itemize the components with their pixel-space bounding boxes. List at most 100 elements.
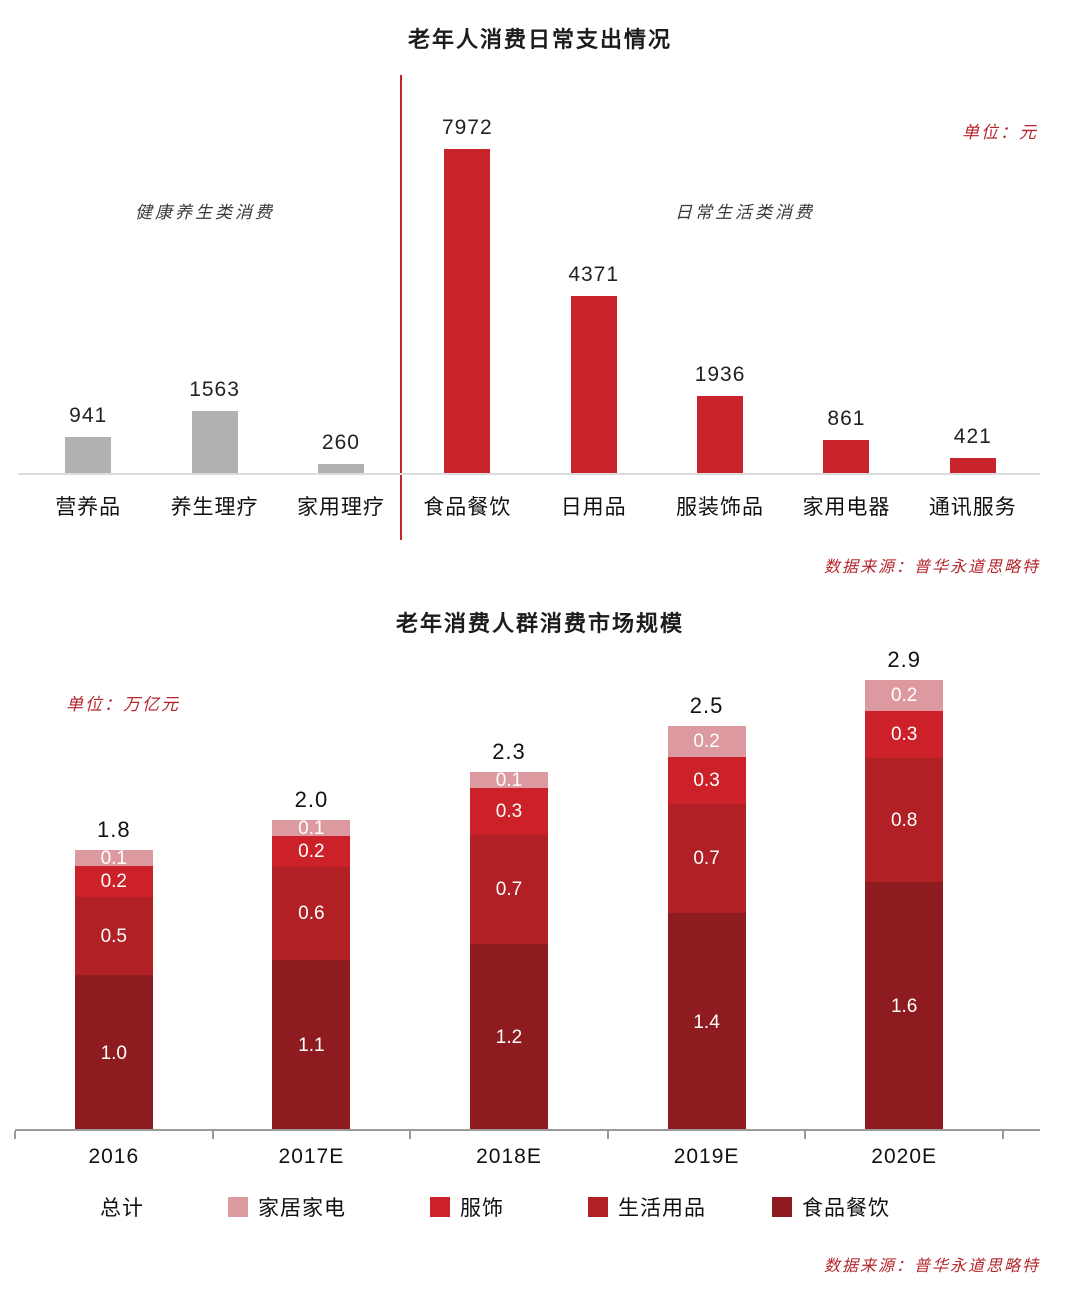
segment-家居家电: 0.2 — [667, 726, 746, 757]
stacked-bar-2019E: 0.2 0.3 0.7 1.4 — [667, 726, 746, 1131]
chart2-axis-ticks — [14, 1131, 1004, 1139]
bar-value-label: 421 — [953, 425, 992, 448]
chart1-x-labels: 营养品 养生理疗 家用理疗 食品餐饮 日用品 服装饰品 家用电器 通讯服务 — [25, 475, 1036, 550]
legend-label: 家居家电 — [258, 1197, 346, 1220]
segment-家居家电: 0.1 — [469, 771, 548, 790]
axis-tick — [804, 1131, 807, 1139]
axis-tick — [14, 1131, 16, 1139]
legend-items: 家居家电 服饰 生活用品 食品餐饮 — [144, 1192, 890, 1222]
bar-服装饰品 — [697, 396, 744, 475]
legend-swatch-生活用品 — [588, 1197, 608, 1217]
bar-value-label: 941 — [69, 404, 108, 427]
segment-食品餐饮: 1.1 — [272, 960, 351, 1131]
segment-生活用品: 0.7 — [667, 804, 746, 913]
total-label: 2.3 — [492, 739, 526, 764]
legend-swatch-服饰 — [430, 1197, 450, 1217]
x-label-2018E: 2018E — [476, 1145, 542, 1168]
bar-value-label: 861 — [827, 407, 866, 430]
segment-食品餐饮: 1.6 — [865, 882, 944, 1131]
x-label-食品餐饮: 食品餐饮 — [423, 496, 512, 519]
x-label-日用品: 日用品 — [560, 496, 627, 519]
segment-服饰: 0.3 — [469, 788, 548, 835]
bar-group-家用理疗: 260 — [278, 431, 404, 475]
bar-value-label: 1563 — [189, 378, 240, 401]
bar-group-日用品: 4371 — [531, 263, 657, 475]
bar-group-2016: 1.8 0.1 0.2 0.5 1.0 — [15, 817, 213, 1131]
legend-item-家居家电: 家居家电 — [228, 1192, 346, 1222]
chart1-plot-area: 健康养生类消费 日常生活类消费 941 1563 260 7972 4371 1936 86… — [0, 70, 1080, 550]
bar-group-家用电器: 861 — [783, 407, 909, 475]
bar-家用理疗 — [317, 464, 364, 475]
bar-value-label: 4371 — [568, 263, 620, 286]
stacked-bar-2016: 0.1 0.2 0.5 1.0 — [74, 849, 153, 1131]
legend-item-生活用品: 生活用品 — [588, 1192, 706, 1222]
chart1-section-label-health: 健康养生类消费 — [135, 203, 275, 223]
chart1-source: 数据来源：普华永道思略特 — [823, 557, 1040, 576]
bar-养生理疗 — [191, 411, 238, 475]
chart2-source: 数据来源：普华永道思略特 — [823, 1256, 1040, 1275]
x-label-2020E: 2020E — [871, 1145, 938, 1168]
axis-tick — [1002, 1131, 1004, 1139]
stacked-bar-2017E: 0.1 0.2 0.6 1.1 — [272, 819, 351, 1131]
legend-item-服饰: 服饰 — [430, 1192, 504, 1222]
segment-家居家电: 0.1 — [272, 819, 351, 838]
bar-group-2020E: 2.9 0.2 0.3 0.8 1.6 — [805, 647, 1003, 1131]
chart2-x-labels: 2016 2017E 2018E 2019E 2020E — [15, 1131, 1003, 1180]
legend-label: 食品餐饮 — [802, 1197, 890, 1220]
legend-label: 生活用品 — [618, 1197, 706, 1220]
segment-食品餐饮: 1.2 — [469, 944, 548, 1131]
segment-服饰: 0.2 — [272, 836, 351, 867]
chart2-plot-area: 1.8 0.1 0.2 0.5 1.0 2.0 0.1 0.2 0.6 1.1 2.3 0.1 0.3 0… — [0, 645, 1080, 1180]
chart2-bars: 1.8 0.1 0.2 0.5 1.0 2.0 0.1 0.2 0.6 1.1 2.3 0.1 0.3 0… — [15, 645, 1003, 1131]
x-label-营养品: 营养品 — [55, 496, 122, 519]
segment-生活用品: 0.6 — [272, 867, 351, 960]
segment-服饰: 0.3 — [865, 711, 944, 758]
segment-家居家电: 0.2 — [865, 680, 944, 711]
legend-item-食品餐饮: 食品餐饮 — [772, 1192, 890, 1222]
bar-食品餐饮 — [444, 149, 491, 475]
segment-食品餐饮: 1.4 — [667, 913, 746, 1131]
x-label-2019E: 2019E — [673, 1145, 740, 1168]
segment-生活用品: 0.5 — [74, 897, 153, 975]
x-label-通讯服务: 通讯服务 — [928, 496, 1017, 519]
legend-total-label: 总计 — [100, 1197, 144, 1220]
bar-通讯服务 — [949, 458, 996, 475]
chart2-x-axis-line — [15, 1129, 1040, 1131]
x-label-2016: 2016 — [88, 1145, 140, 1168]
segment-生活用品: 0.8 — [865, 758, 944, 882]
bar-group-营养品: 941 — [25, 404, 151, 475]
bar-group-2018E: 2.3 0.1 0.3 0.7 1.2 — [410, 739, 608, 1131]
bar-group-2019E: 2.5 0.2 0.3 0.7 1.4 — [608, 693, 806, 1131]
bar-营养品 — [65, 437, 112, 475]
axis-tick — [606, 1131, 609, 1139]
legend-swatch-食品餐饮 — [772, 1197, 792, 1217]
bar-group-通讯服务: 421 — [910, 425, 1036, 475]
chart1-x-axis-line — [18, 473, 1040, 475]
chart2-title: 老年消费人群消费市场规模 — [395, 611, 684, 636]
bar-家用电器 — [823, 440, 870, 475]
stacked-bar-2020E: 0.2 0.3 0.8 1.6 — [865, 680, 944, 1131]
legend-label: 服饰 — [460, 1197, 504, 1220]
bar-value-label: 7972 — [441, 116, 493, 139]
x-label-家用理疗: 家用理疗 — [296, 496, 385, 519]
total-label: 2.0 — [294, 787, 329, 812]
x-label-服装饰品: 服装饰品 — [676, 496, 765, 519]
segment-生活用品: 0.7 — [469, 835, 548, 944]
chart1-title: 老年人消费日常支出情况 — [407, 27, 672, 52]
segment-食品餐饮: 1.0 — [74, 975, 153, 1131]
legend-swatch-家居家电 — [228, 1197, 248, 1217]
chart2-legend: 总计 家居家电 服饰 生活用品 食品餐饮 — [0, 1192, 1080, 1222]
chart2-unit-label: 单位：万亿元 — [66, 695, 180, 715]
total-label: 2.5 — [689, 693, 724, 718]
bar-日用品 — [570, 296, 617, 475]
chart1-section-label-daily: 日常生活类消费 — [675, 203, 815, 223]
segment-家居家电: 0.1 — [74, 849, 153, 868]
x-label-2017E: 2017E — [278, 1145, 345, 1168]
chart1-category-divider-line — [400, 75, 402, 540]
bar-group-食品餐饮: 7972 — [404, 116, 530, 475]
x-label-养生理疗: 养生理疗 — [170, 496, 259, 519]
x-label-家用电器: 家用电器 — [802, 496, 891, 519]
segment-服饰: 0.3 — [667, 757, 746, 804]
axis-tick — [409, 1131, 412, 1139]
